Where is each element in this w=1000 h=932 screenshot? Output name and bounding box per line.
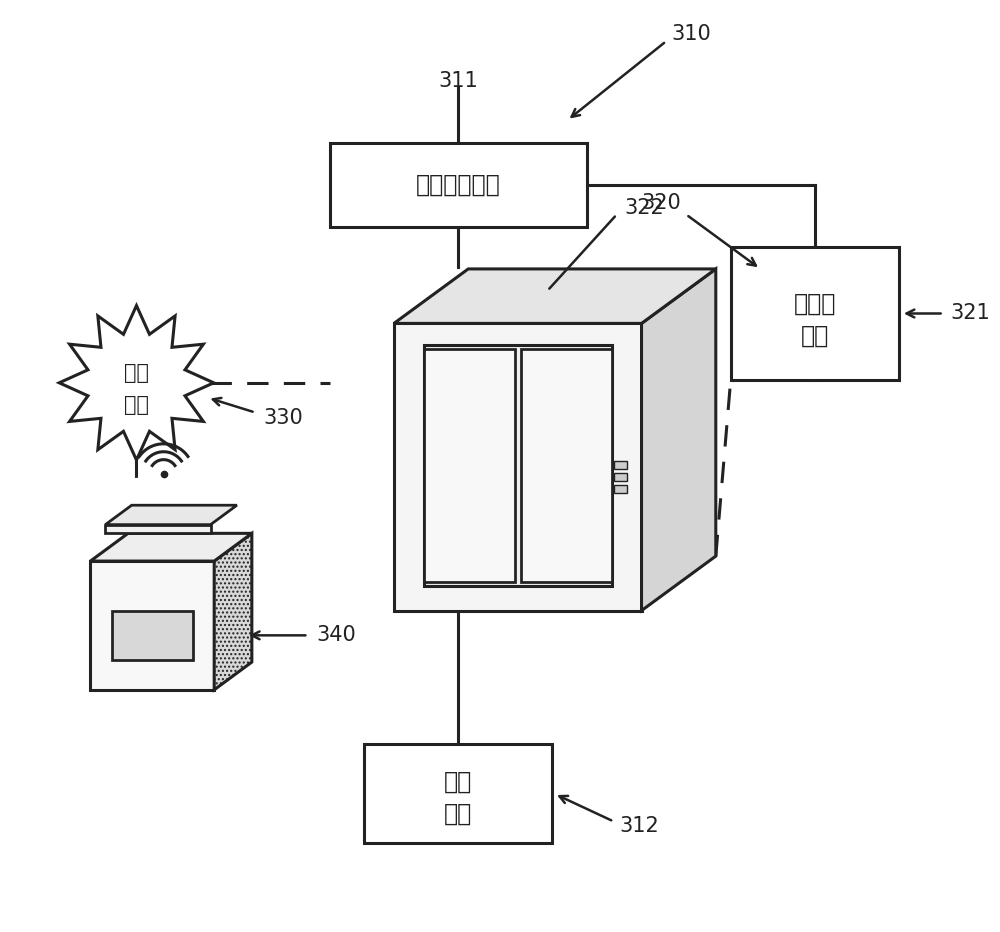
Text: 电子: 电子 — [444, 770, 472, 794]
Polygon shape — [105, 505, 237, 525]
Bar — [731, 247, 899, 380]
Text: 网络: 网络 — [124, 394, 149, 415]
Text: 设备: 设备 — [444, 802, 472, 826]
Bar — [614, 473, 627, 481]
Bar — [112, 611, 193, 660]
Text: 312: 312 — [620, 816, 659, 837]
Bar — [394, 323, 642, 610]
Bar — [614, 460, 627, 469]
Bar — [424, 345, 612, 586]
Polygon shape — [394, 269, 716, 323]
Text: 电梯控: 电梯控 — [794, 292, 836, 316]
Text: 320: 320 — [641, 193, 681, 212]
Bar — [330, 143, 587, 226]
Text: 340: 340 — [316, 625, 356, 645]
Bar — [90, 561, 214, 690]
Bar — [364, 745, 552, 843]
Text: 制器: 制器 — [801, 323, 829, 348]
Polygon shape — [642, 269, 716, 610]
Text: 322: 322 — [625, 198, 664, 217]
Polygon shape — [105, 525, 211, 533]
Bar — [424, 350, 515, 582]
Text: 311: 311 — [438, 71, 478, 91]
Text: 交通管理装置: 交通管理装置 — [416, 172, 501, 197]
Text: 321: 321 — [950, 304, 990, 323]
Polygon shape — [214, 533, 252, 690]
Bar — [614, 485, 627, 493]
Text: 310: 310 — [671, 24, 711, 44]
Bar — [521, 350, 612, 582]
Polygon shape — [90, 533, 252, 561]
Text: 330: 330 — [263, 408, 303, 429]
Text: 无线: 无线 — [124, 363, 149, 383]
